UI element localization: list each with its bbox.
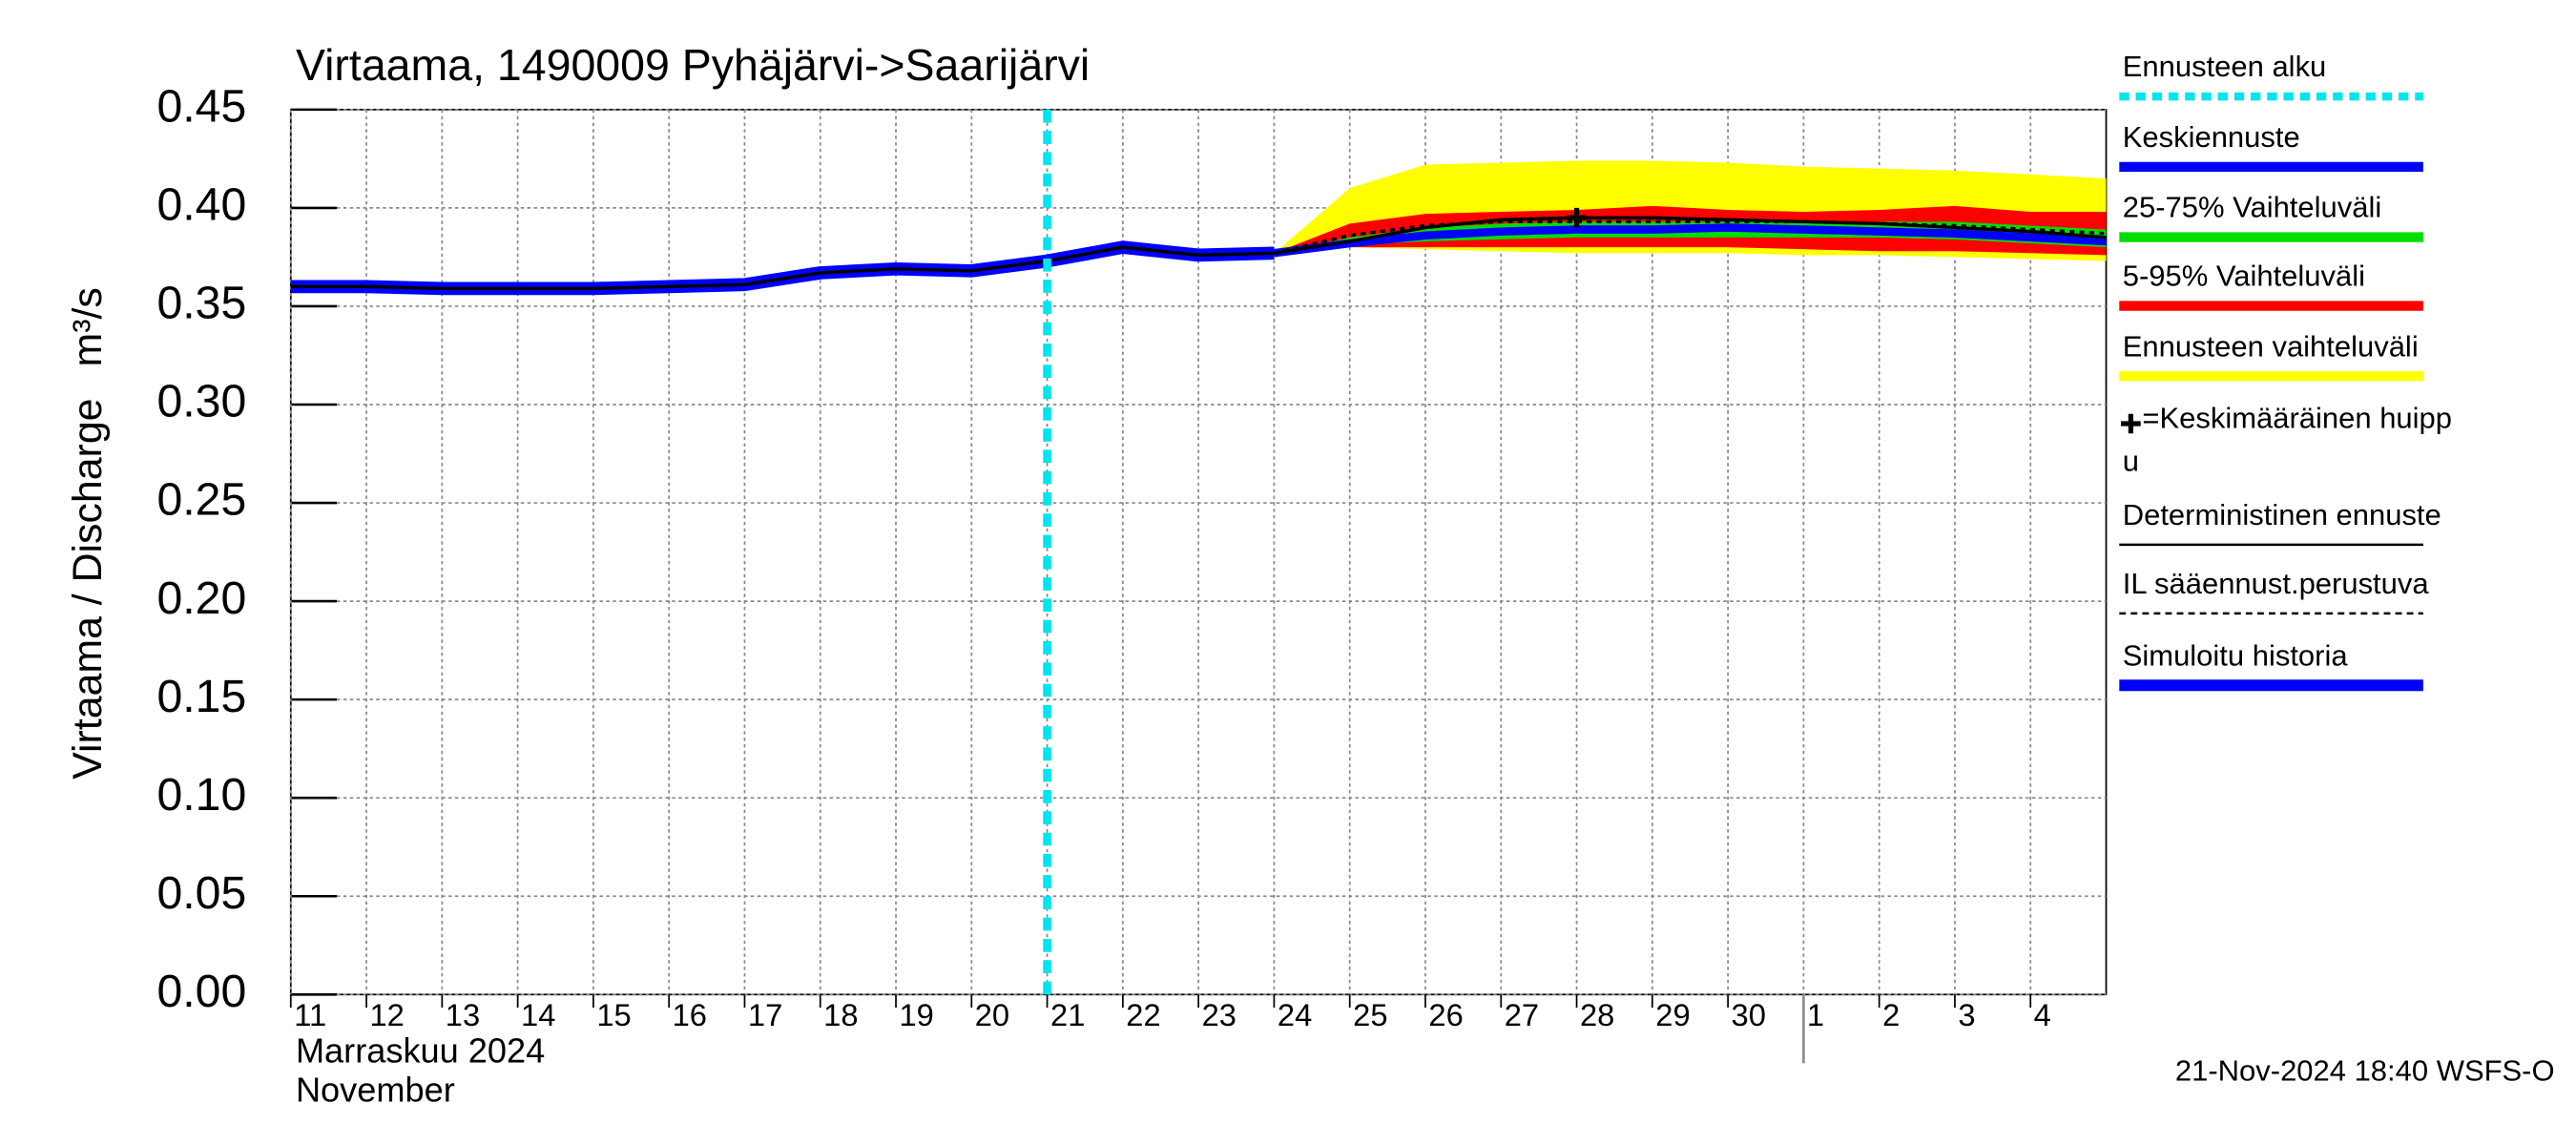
x-tick-label: 21 <box>1050 997 1085 1032</box>
x-tick-label: 20 <box>975 997 1009 1032</box>
plot: 0.00 0.05 0.10 0.15 0.20 0.25 0.30 0.35 0.40 0.45… <box>156 81 2108 1064</box>
y-tick-label: 0.40 <box>156 179 246 231</box>
x-tick-label: 26 <box>1428 997 1463 1032</box>
y-tick-label: 0.35 <box>156 278 246 329</box>
y-tick-label: 0.20 <box>156 572 246 624</box>
x-tick-label: 11 <box>294 997 326 1032</box>
x-tick-label: 30 <box>1732 997 1766 1032</box>
x-tick-label: 14 <box>521 997 555 1032</box>
legend-label: u <box>2123 444 2139 477</box>
x-tick-label: 23 <box>1202 997 1236 1032</box>
y-tick-label: 0.10 <box>156 769 246 821</box>
series-line <box>1273 223 2107 258</box>
x-tick-label: 1 <box>1807 997 1824 1032</box>
legend-label: Simuloitu historia <box>2123 638 2349 672</box>
legend: Ennusteen alku Keskiennuste 25-75% Vaihtel… <box>2119 50 2452 692</box>
legend-label: IL sääennust.perustuva <box>2123 567 2430 600</box>
x-tick-label: 2 <box>1882 997 1900 1032</box>
legend-label: 5-95% Vaihteluväli <box>2123 260 2365 293</box>
x-tick-label: 27 <box>1505 997 1539 1032</box>
x-tick-label: 16 <box>673 997 707 1032</box>
legend-label: =Keskimääräinen huipp <box>2142 402 2452 435</box>
legend-label: Ennusteen alku <box>2123 50 2327 83</box>
x-tick-label: 19 <box>899 997 933 1032</box>
x-tick-label: 12 <box>370 997 405 1032</box>
peak-marker <box>1567 207 1587 228</box>
series-line <box>290 216 2107 291</box>
x-tick-label: 24 <box>1278 997 1312 1032</box>
y-axis-unit: m³/s <box>65 287 111 366</box>
y-tick-label: 0.30 <box>156 376 246 427</box>
legend-label: Ennusteen vaihteluväli <box>2123 329 2419 363</box>
y-tick-label: 0.45 <box>156 81 246 133</box>
x-tick-label: 25 <box>1353 997 1387 1032</box>
x-tick-label: 18 <box>823 997 858 1032</box>
month-label: November <box>296 1071 455 1110</box>
chart-title: Virtaama, 1490009 Pyhäjärvi->Saarijärvi <box>296 40 1090 90</box>
legend-swatch <box>2121 413 2141 434</box>
x-tick-label: 28 <box>1580 997 1614 1032</box>
y-tick-label: 0.00 <box>156 966 246 1017</box>
y-axis-label: Virtaama / Discharge <box>65 399 111 780</box>
y-tick-label: 0.15 <box>156 671 246 722</box>
x-tick-label: 17 <box>748 997 782 1032</box>
x-tick-label: 4 <box>2034 997 2051 1032</box>
x-tick-label: 13 <box>446 997 480 1032</box>
x-tick-label: 3 <box>1958 997 1975 1032</box>
x-tick-label: 15 <box>596 997 631 1032</box>
y-tick-label: 0.05 <box>156 867 246 919</box>
month-label: Marraskuu 2024 <box>296 1031 545 1071</box>
series-line <box>1274 219 2107 255</box>
x-tick-label: 29 <box>1655 997 1690 1032</box>
legend-label: Keskiennuste <box>2123 120 2300 154</box>
x-tick-label: 22 <box>1126 997 1160 1032</box>
y-tick-label: 0.25 <box>156 474 246 526</box>
timestamp: 21-Nov-2024 18:40 WSFS-O <box>2175 1054 2555 1088</box>
legend-label: 25-75% Vaihteluväli <box>2123 191 2381 224</box>
legend-label: Deterministinen ennuste <box>2123 498 2441 531</box>
